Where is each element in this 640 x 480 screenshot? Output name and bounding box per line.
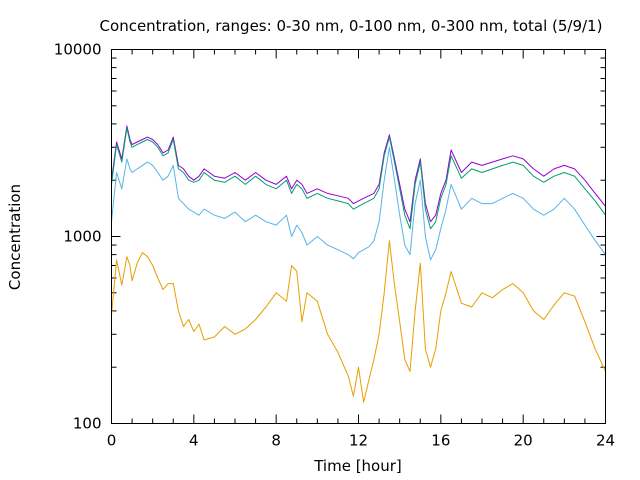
chart-title: Concentration, ranges: 0-30 nm, 0-100 nm…: [100, 17, 603, 35]
series-line-1: [111, 125, 606, 223]
series-line-2: [111, 127, 606, 230]
x-tick-label: 4: [189, 432, 199, 450]
x-tick-label: 24: [596, 432, 615, 450]
x-tick-label: 0: [107, 432, 117, 450]
x-tick-label: 16: [431, 432, 450, 450]
y-axis-label: Concentration: [6, 184, 24, 290]
y-tick-label: 1000: [63, 228, 101, 246]
axis-tick-labels: 0 4 8 12 16 20 24 100 1000 10000: [54, 41, 615, 450]
data-series: [111, 125, 606, 403]
x-axis-label: Time [hour]: [313, 457, 402, 475]
x-tick-label: 12: [349, 432, 368, 450]
y-tick-label: 10000: [54, 41, 102, 59]
x-tick-label: 20: [514, 432, 533, 450]
plot-frame: [111, 49, 606, 424]
x-tick-label: 8: [271, 432, 281, 450]
series-line-4: [111, 240, 606, 403]
y-tick-label: 100: [73, 415, 102, 433]
series-line-3: [111, 146, 606, 261]
